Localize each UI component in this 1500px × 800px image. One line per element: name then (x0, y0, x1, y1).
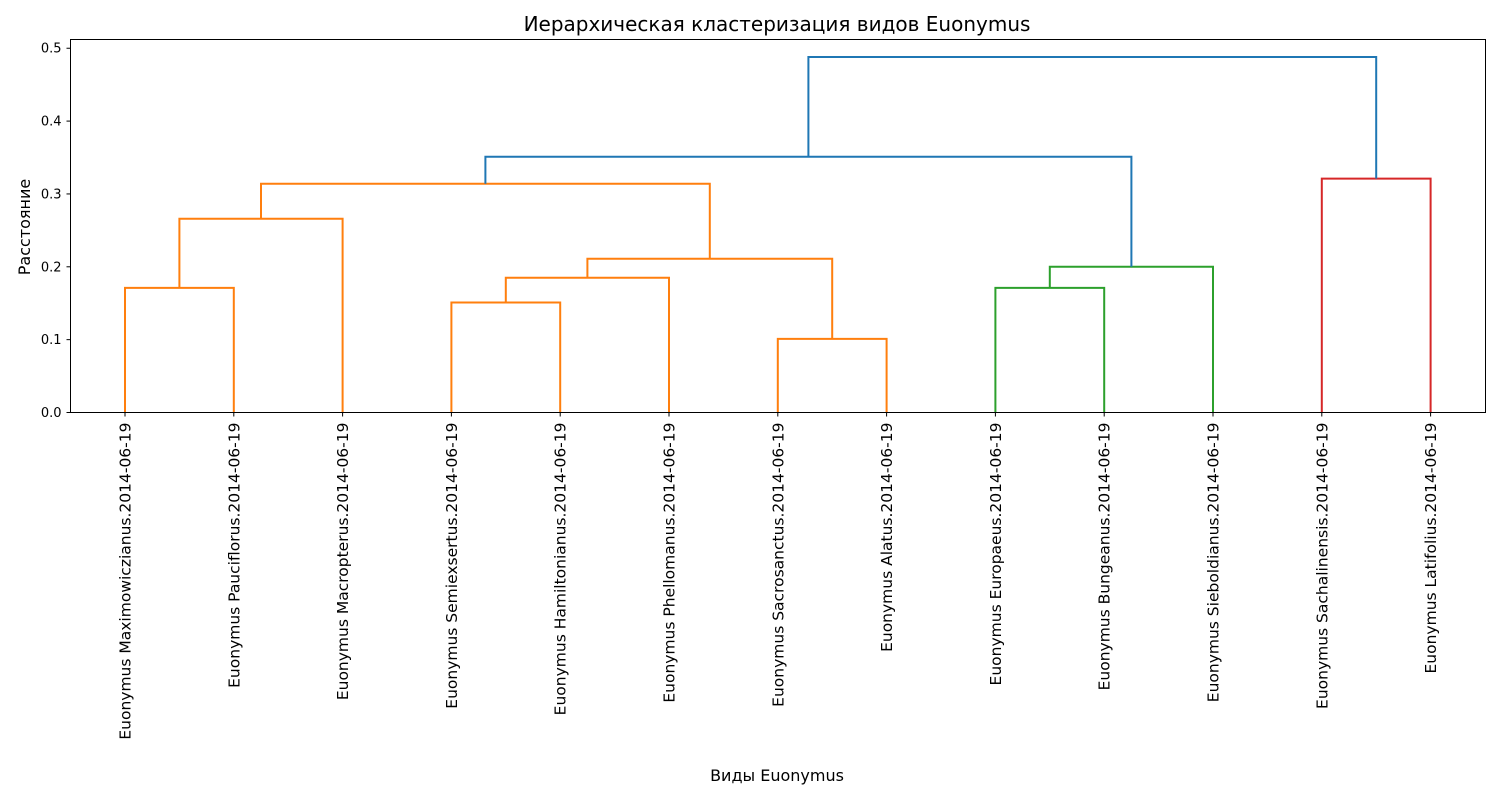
leaf-label: Euonymus Alatus.2014-06-19 (878, 423, 896, 652)
leaf-label: Euonymus Sacrosanctus.2014-06-19 (769, 423, 787, 707)
dendrogram-link (1048, 265, 1214, 413)
dendrogram-links (124, 55, 1432, 413)
leaf-label: Euonymus Sachalinensis.2014-06-19 (1313, 423, 1331, 709)
dendrogram-link (1320, 177, 1432, 413)
leaf-label: Euonymus Phellomanus.2014-06-19 (661, 423, 679, 703)
dendrogram-link (776, 337, 888, 413)
dendrogram-link (260, 182, 711, 259)
dendrogram-link (124, 286, 235, 413)
dendrogram-link (450, 301, 562, 413)
leaf-label: Euonymus Pauciflorus.2014-06-19 (225, 423, 243, 688)
dendrogram-link (178, 217, 344, 413)
dendrogram-link (807, 55, 1378, 179)
y-tick-label: 0.4 (41, 115, 62, 130)
y-tick-label: 0.3 (41, 187, 62, 202)
dendrogram-link (994, 286, 1106, 413)
leaf-label: Euonymus Hamiltonianus.2014-06-19 (552, 423, 570, 716)
leaf-label: Euonymus Maximowiczianus.2014-06-19 (117, 423, 135, 740)
leaf-label: Euonymus Bungeanus.2014-06-19 (1096, 423, 1114, 691)
leaf-label: Euonymus Europaeus.2014-06-19 (987, 423, 1005, 686)
leaf-label: Euonymus Semiexsertus.2014-06-19 (443, 423, 461, 709)
dendrogram-link (586, 257, 834, 339)
y-tick-label: 0.2 (41, 260, 62, 275)
y-tick-label: 0.0 (41, 406, 62, 421)
leaf-label: Euonymus Macropterus.2014-06-19 (334, 423, 352, 701)
y-axis: 0.0 0.1 0.2 0.3 0.4 0.5 (41, 42, 71, 421)
leaf-label: Euonymus Sieboldianus.2014-06-19 (1205, 423, 1223, 703)
y-tick-label: 0.5 (41, 42, 62, 57)
dendrogram-link (484, 155, 1133, 267)
x-axis: Euonymus Maximowiczianus.2014-06-19 Euony… (117, 412, 1440, 740)
y-axis-label: Расстояние (15, 179, 34, 275)
leaf-label: Euonymus Latifolius.2014-06-19 (1422, 423, 1440, 674)
y-tick-label: 0.1 (41, 333, 62, 348)
dendrogram-link (504, 276, 670, 413)
x-axis-label: Виды Euonymus (710, 766, 844, 785)
chart-title: Иерархическая кластеризация видов Euonym… (524, 12, 1031, 36)
